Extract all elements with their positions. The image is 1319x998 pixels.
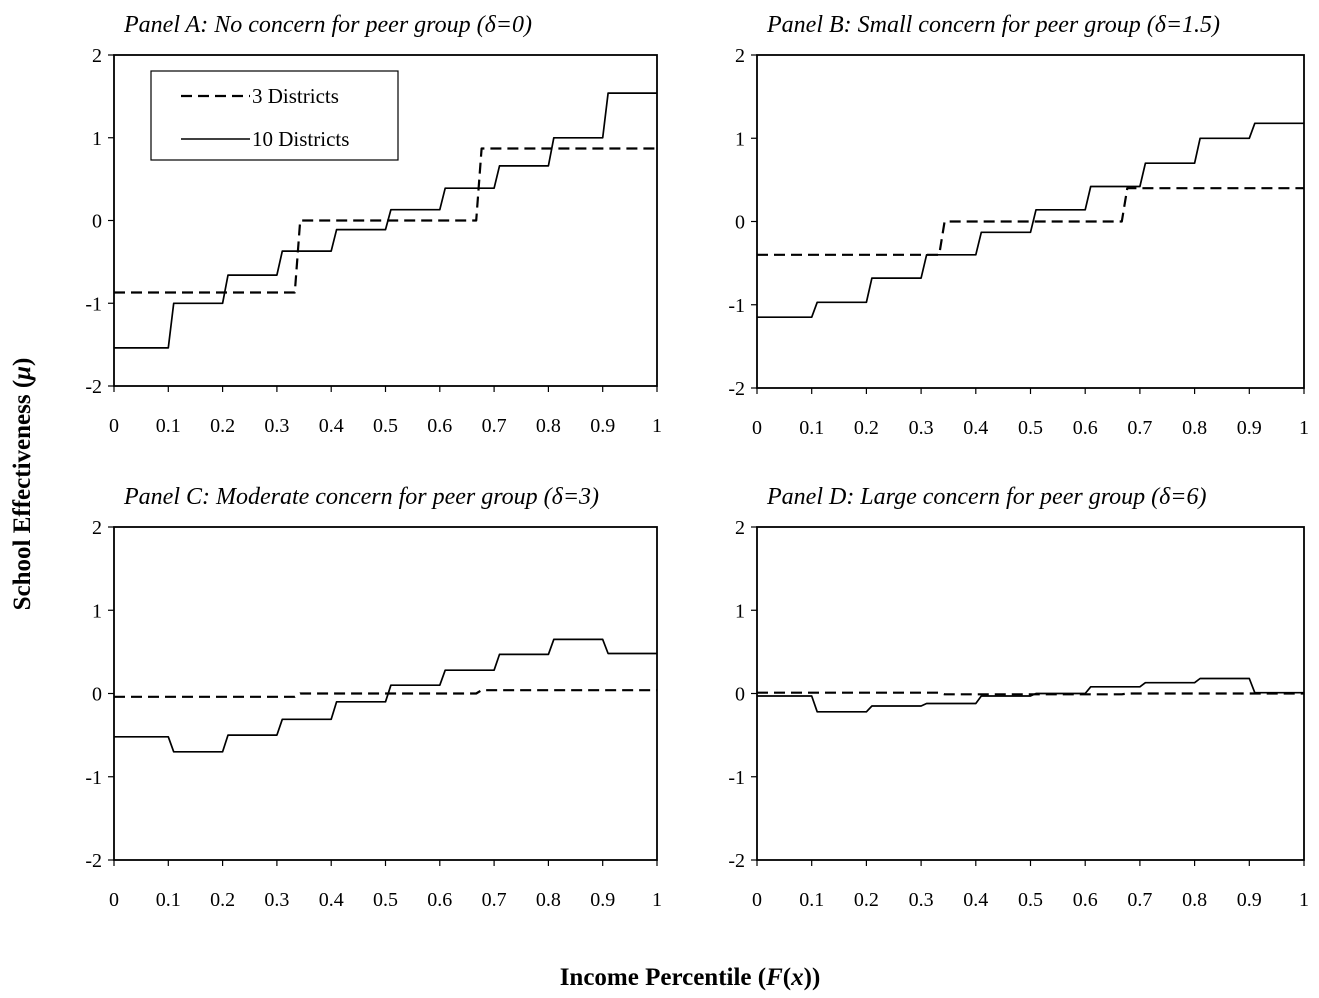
panel-a-x-tick-label: 0.7 [482, 415, 507, 437]
panel-a-x-tick-label: 0.3 [264, 415, 289, 437]
panel-c-y-tick-label: 0 [92, 684, 102, 706]
panel-b-series-10-districts [757, 122, 1304, 319]
panel-b-series-3-districts [757, 187, 1304, 256]
panel-c-x-tick-label: 0.2 [210, 889, 235, 911]
x-axis-title-symbol-f: F [765, 964, 783, 991]
panel-c-x-tick-label: 1 [652, 889, 662, 911]
panel-a-x-tick-label: 0.2 [210, 415, 235, 437]
panel-b-y-tick-label: 2 [735, 45, 745, 67]
panel-c: Panel C: Moderate concern for peer group… [85, 484, 662, 911]
chart-panels: Panel A: No concern for peer group (δ=0)… [85, 12, 1309, 911]
legend-label-3-districts: 3 Districts [252, 84, 339, 108]
panel-d-y-tick-label: -2 [728, 850, 745, 872]
panel-d-x-tick-label: 1 [1299, 889, 1309, 911]
panel-d-y-tick-label: 1 [735, 600, 745, 622]
panel-c-x-tick-label: 0.1 [156, 889, 181, 911]
panel-b-x-tick-label: 0.2 [854, 417, 879, 439]
panel-d-x-tick-label: 0.2 [854, 889, 879, 911]
panel-b: Panel B: Small concern for peer group (δ… [728, 12, 1309, 439]
panel-c-series-10-districts [114, 638, 657, 753]
panel-a-y-tick-label: 2 [92, 45, 102, 67]
panel-c-x-tick-label: 0.4 [319, 889, 344, 911]
legend-box [150, 70, 399, 161]
panel-a-x-tick-label: 1 [652, 415, 662, 437]
panel-c-x-tick-label: 0.5 [373, 889, 398, 911]
panel-a-title: Panel A: No concern for peer group (δ=0) [123, 12, 532, 38]
panel-d-y-tick-label: 0 [735, 684, 745, 706]
panel-a-series-3-districts [114, 147, 657, 294]
panel-a-x-tick-label: 0.9 [590, 415, 615, 437]
panel-d-x-tick-label: 0.5 [1018, 889, 1043, 911]
panel-a-x-tick-label: 0.5 [373, 415, 398, 437]
y-axis-title-text: School Effectiveness ( [9, 380, 36, 611]
panel-c-y-tick-label: -1 [85, 767, 102, 789]
panel-a: Panel A: No concern for peer group (δ=0)… [85, 12, 662, 437]
panel-a-x-tick-label: 0 [109, 415, 119, 437]
panel-c-x-tick-label: 0.6 [427, 889, 452, 911]
panel-b-y-tick-label: 1 [735, 128, 745, 150]
panel-b-y-tick-label: 0 [735, 212, 745, 234]
panel-d-series-10-districts [757, 677, 1304, 713]
panel-c-title: Panel C: Moderate concern for peer group… [123, 484, 599, 510]
panel-d-title: Panel D: Large concern for peer group (δ… [766, 484, 1207, 510]
panel-b-x-tick-label: 0.1 [799, 417, 824, 439]
panel-c-x-tick-label: 0.8 [536, 889, 561, 911]
panel-a-x-tick-label: 0.8 [536, 415, 561, 437]
panel-a-y-tick-label: 0 [92, 211, 102, 233]
panel-a-y-tick-label: -2 [85, 376, 102, 398]
x-axis-title-close: )) [804, 964, 821, 991]
panel-d-series-3-districts [757, 691, 1304, 696]
panel-b-x-tick-label: 0 [752, 417, 762, 439]
panel-d-x-tick-label: 0.4 [963, 889, 988, 911]
panel-b-x-tick-label: 0.5 [1018, 417, 1043, 439]
panel-a-x-tick-label: 0.6 [427, 415, 452, 437]
panel-a-x-tick-label: 0.1 [156, 415, 181, 437]
panel-c-x-tick-label: 0.7 [482, 889, 507, 911]
legend: 3 Districts 10 Districts [150, 70, 399, 161]
panel-d-x-tick-label: 0.3 [909, 889, 934, 911]
panel-d-x-tick-label: 0.1 [799, 889, 824, 911]
x-axis-title-paren: ( [783, 964, 791, 991]
panel-b-y-tick-label: -1 [728, 295, 745, 317]
panel-b-x-tick-label: 0.7 [1127, 417, 1152, 439]
panel-c-x-tick-label: 0 [109, 889, 119, 911]
x-axis-title-symbol-x: x [790, 964, 804, 991]
panel-d-x-tick-label: 0.7 [1127, 889, 1152, 911]
panel-a-x-tick-label: 0.4 [319, 415, 344, 437]
x-axis-title-text: Income Percentile ( [560, 964, 766, 991]
y-axis-title-symbol: μ [9, 366, 36, 382]
panel-d-x-tick-label: 0.8 [1182, 889, 1207, 911]
panel-d-x-tick-label: 0 [752, 889, 762, 911]
panel-b-x-tick-label: 0.3 [909, 417, 934, 439]
panel-b-x-tick-label: 1 [1299, 417, 1309, 439]
panel-d-y-tick-label: 2 [735, 517, 745, 539]
panel-b-x-tick-label: 0.8 [1182, 417, 1207, 439]
panel-b-plot-area [756, 54, 1305, 389]
panel-a-y-tick-label: -1 [85, 293, 102, 315]
y-axis-title-close: ) [9, 358, 36, 366]
y-axis-title: School Effectiveness (μ) [9, 358, 36, 611]
panel-c-y-tick-label: 2 [92, 517, 102, 539]
panel-c-x-tick-label: 0.3 [264, 889, 289, 911]
panel-d-x-tick-label: 0.6 [1073, 889, 1098, 911]
panel-d: Panel D: Large concern for peer group (δ… [728, 484, 1309, 911]
panel-c-series-3-districts [114, 689, 657, 698]
panel-c-y-tick-label: 1 [92, 600, 102, 622]
panel-b-x-tick-label: 0.6 [1073, 417, 1098, 439]
panel-d-y-tick-label: -1 [728, 767, 745, 789]
panel-c-x-tick-label: 0.9 [590, 889, 615, 911]
x-axis-title: Income Percentile (F(x)) [560, 964, 821, 991]
panel-a-y-tick-label: 1 [92, 128, 102, 150]
panel-d-x-tick-label: 0.9 [1237, 889, 1262, 911]
panel-b-y-tick-label: -2 [728, 378, 745, 400]
panel-c-y-tick-label: -2 [85, 850, 102, 872]
panel-b-x-tick-label: 0.4 [963, 417, 988, 439]
legend-label-10-districts: 10 Districts [252, 127, 349, 151]
panel-b-x-tick-label: 0.9 [1237, 417, 1262, 439]
panel-a-series-10-districts [114, 92, 657, 349]
panel-b-title: Panel B: Small concern for peer group (δ… [766, 12, 1220, 38]
